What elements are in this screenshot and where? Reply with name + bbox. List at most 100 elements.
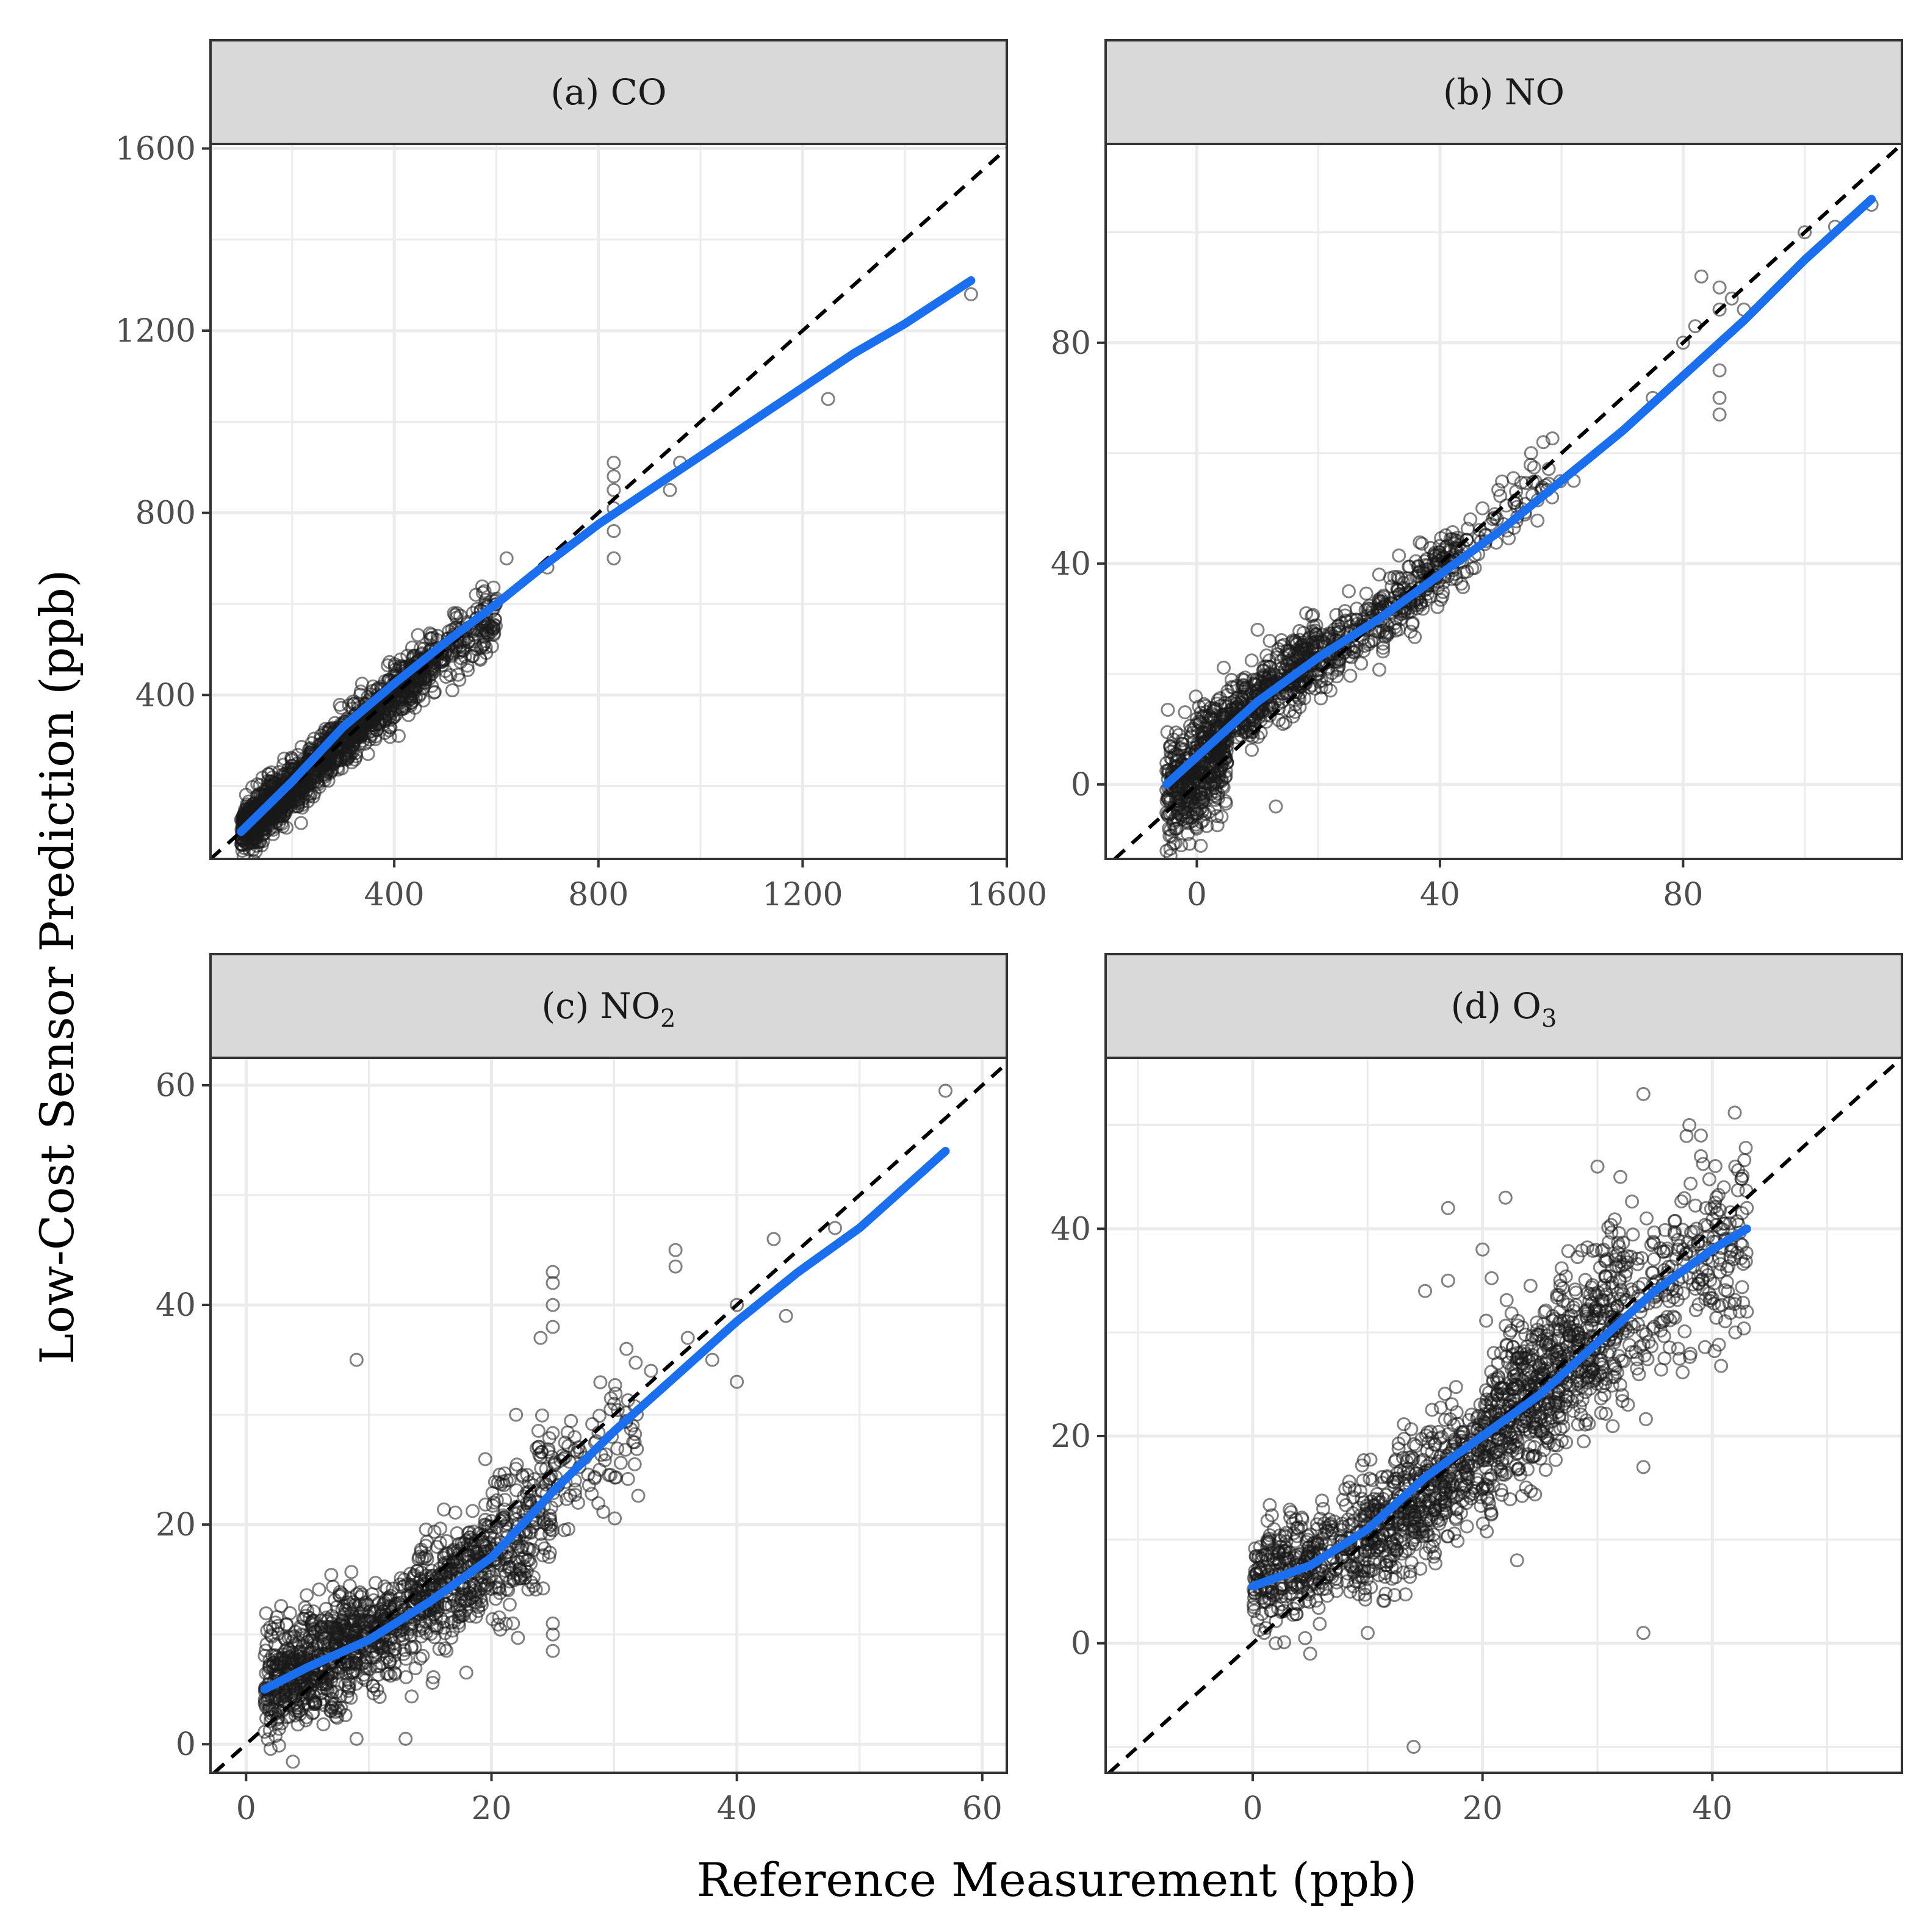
- scatter-point: [427, 1524, 442, 1539]
- scatter-point: [627, 1457, 642, 1471]
- scatter-point: [1183, 769, 1198, 784]
- fit-line: [260, 1147, 950, 1694]
- scatter-point: [1316, 1531, 1330, 1546]
- scatter-point: [272, 1738, 286, 1753]
- scatter-point: [1377, 588, 1391, 603]
- scatter-point: [303, 777, 317, 791]
- scatter-point: [1230, 678, 1244, 693]
- x-tick-label: 40: [717, 1790, 757, 1827]
- scatter-point: [466, 1504, 480, 1518]
- scatter-point: [303, 1630, 317, 1645]
- scatter-point: [624, 1422, 638, 1436]
- scatter-point: [535, 1408, 549, 1423]
- panel-border: [209, 1057, 1008, 1774]
- scatter-point: [588, 1471, 602, 1485]
- scatter-point: [473, 641, 488, 655]
- scatter-point: [546, 1627, 560, 1642]
- scatter-point: [1372, 663, 1386, 677]
- strip-background: [1104, 953, 1903, 1059]
- scatter-point: [1260, 1553, 1275, 1567]
- scatter-point: [542, 1513, 557, 1528]
- scatter-point: [459, 1665, 473, 1680]
- scatter-point: [1170, 754, 1184, 769]
- scatter-point: [348, 1650, 363, 1665]
- y-tick-label: 0: [1071, 767, 1091, 803]
- x-tick-label: 40: [1420, 877, 1460, 913]
- scatter-point: [1255, 1591, 1269, 1605]
- scatter-point: [380, 1582, 394, 1596]
- scatter-point: [1262, 634, 1277, 648]
- scatter-point: [437, 1641, 452, 1656]
- scatter-point: [464, 1532, 479, 1547]
- scatter-point: [531, 1424, 546, 1438]
- scatter-point: [1284, 1587, 1299, 1601]
- scatter-point: [1338, 608, 1352, 623]
- scatter-point: [531, 1440, 546, 1454]
- scatter-point: [1277, 1635, 1291, 1650]
- scatter-point: [264, 1714, 278, 1728]
- scatter-point: [492, 1556, 506, 1571]
- scatter-point: [1545, 431, 1560, 446]
- scatter-point: [344, 1565, 359, 1579]
- scatter-point: [1311, 1601, 1326, 1615]
- x-tick-label: 800: [568, 877, 628, 913]
- scatter-point: [1189, 821, 1204, 836]
- scatter-point: [333, 1689, 348, 1703]
- scatter-point: [1306, 626, 1321, 641]
- scatter-point: [484, 1569, 499, 1584]
- scatter-point: [560, 1492, 574, 1506]
- scatter-point: [608, 1511, 622, 1526]
- scatter-point: [469, 587, 483, 602]
- scatter-point: [520, 1541, 535, 1556]
- scatter-point: [1460, 533, 1474, 547]
- scatter-point: [680, 1330, 695, 1345]
- scatter-point: [1214, 810, 1229, 824]
- scatter-point: [296, 1611, 311, 1626]
- scatter-point: [498, 1493, 513, 1507]
- scatter-point: [1251, 711, 1266, 725]
- scatter-point: [563, 1488, 577, 1503]
- scatter-point: [1278, 1589, 1293, 1604]
- scatter-point: [581, 1467, 596, 1482]
- strip-label-text: (d) O: [1451, 985, 1541, 1027]
- scatter-point: [1163, 823, 1178, 838]
- scatter-point: [705, 1352, 719, 1367]
- scatter-point: [1201, 805, 1216, 819]
- scatter-point: [1329, 1584, 1344, 1598]
- scatter-point: [377, 709, 392, 724]
- scatter-point: [261, 1732, 275, 1747]
- scatter-point: [520, 1468, 535, 1482]
- scatter-point: [1465, 561, 1480, 576]
- scatter-point: [475, 639, 489, 653]
- scatter-point: [1449, 1380, 1463, 1395]
- x-tick-label: 80: [1663, 877, 1703, 913]
- scatter-point: [265, 1659, 280, 1673]
- scatter-point: [411, 1552, 426, 1567]
- scatter-point: [1294, 1520, 1308, 1534]
- scatter-point: [1314, 691, 1328, 706]
- scatter-point: [1365, 603, 1380, 617]
- scatter-point: [1292, 623, 1307, 638]
- scatter-point: [591, 1496, 606, 1510]
- y-tick-label: 0: [176, 1726, 196, 1763]
- scatter-point: [430, 628, 445, 643]
- scatter-point: [342, 1676, 357, 1690]
- scatter-point: [346, 733, 361, 748]
- scatter-point: [1258, 670, 1272, 685]
- scatter-point: [458, 649, 472, 664]
- scatter-point: [766, 1232, 781, 1246]
- x-tick-label: 0: [1187, 877, 1207, 913]
- scatter-point: [1495, 474, 1510, 489]
- scatter-point: [592, 1409, 607, 1423]
- scatter-point: [564, 1413, 578, 1428]
- scatter-point: [393, 652, 408, 667]
- scatter-point: [1502, 531, 1516, 545]
- scatter-point: [529, 1441, 544, 1456]
- strip-label: (c) NO2: [542, 985, 676, 1033]
- scatter-point: [349, 1731, 364, 1746]
- scatter-point: [369, 1576, 383, 1590]
- scatter-point: [546, 1265, 560, 1279]
- scatter-point: [370, 1682, 384, 1697]
- strip-label-text: (c) NO: [542, 985, 660, 1027]
